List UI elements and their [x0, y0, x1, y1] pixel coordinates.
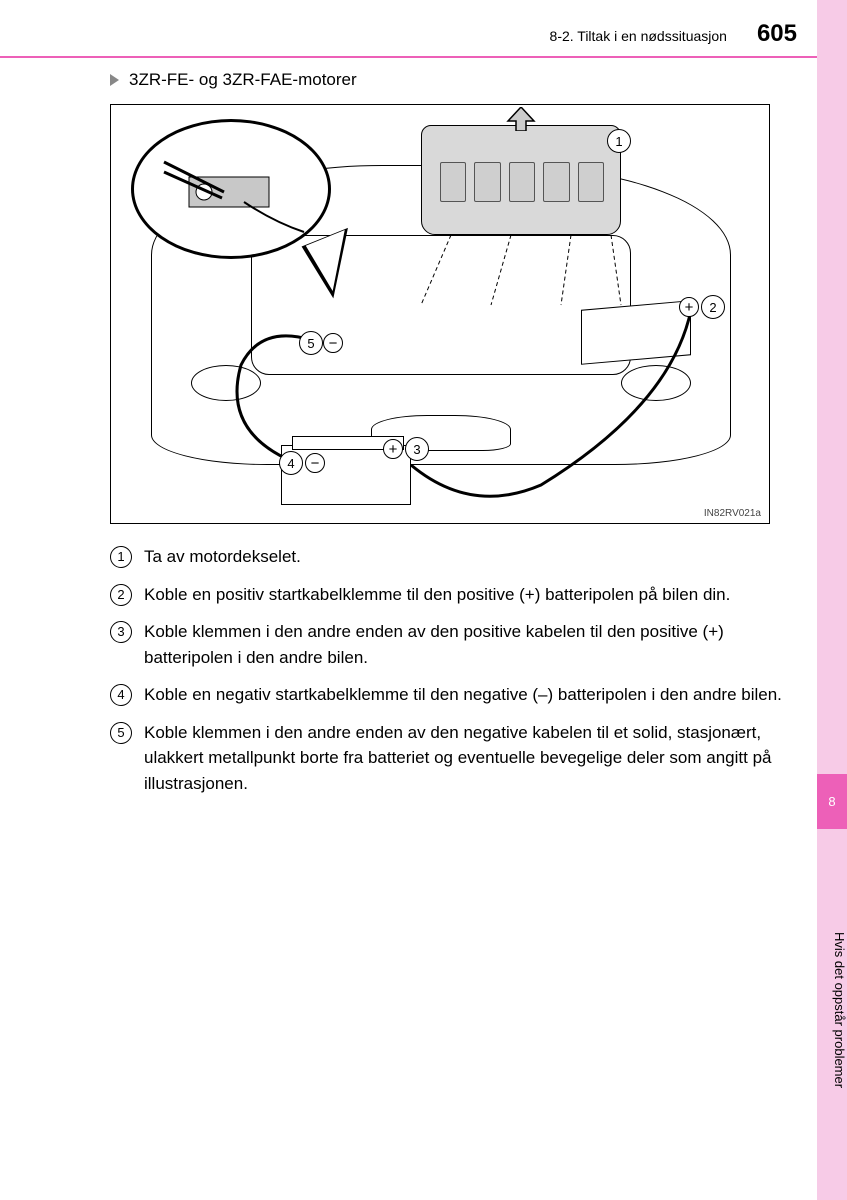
chapter-title-vertical: Hvis det oppstår problemer	[817, 860, 847, 1160]
step-item: 5 Koble klemmen i den andre enden av den…	[110, 720, 790, 797]
content-area: 3ZR-FE- og 3ZR-FAE-motorer	[110, 70, 790, 808]
step-text: Koble klemmen i den andre enden av den n…	[144, 720, 790, 797]
callout-5: 5	[299, 331, 323, 355]
header-rule	[0, 56, 817, 58]
step-text: Ta av motordekselet.	[144, 544, 790, 570]
step-number: 1	[110, 546, 132, 568]
steps-list: 1 Ta av motordekselet. 2 Koble en positi…	[110, 544, 790, 796]
step-item: 3 Koble klemmen i den andre enden av den…	[110, 619, 790, 670]
subtitle-row: 3ZR-FE- og 3ZR-FAE-motorer	[110, 70, 790, 90]
step-item: 4 Koble en negativ startkabelklemme til …	[110, 682, 790, 708]
engine-diagram: 1 2 3 4 5 + + − − IN82RV021a	[110, 104, 770, 524]
triangle-icon	[110, 74, 119, 86]
page-number: 605	[757, 20, 797, 48]
chapter-tab: 8	[817, 774, 847, 829]
page-header: 8-2. Tiltak i en nødssituasjon 605	[0, 20, 817, 50]
step-item: 2 Koble en positiv startkabelklemme til …	[110, 582, 790, 608]
callout-2: 2	[701, 295, 725, 319]
section-label: 8-2. Tiltak i en nødssituasjon	[550, 28, 727, 44]
subtitle-text: 3ZR-FE- og 3ZR-FAE-motorer	[129, 70, 357, 90]
step-number: 3	[110, 621, 132, 643]
step-number: 4	[110, 684, 132, 706]
step-text: Koble klemmen i den andre enden av den p…	[144, 619, 790, 670]
plus-sign-booster: +	[383, 439, 403, 459]
callout-4: 4	[279, 451, 303, 475]
step-text: Koble en positiv startkabelklemme til de…	[144, 582, 790, 608]
minus-sign-ground: −	[323, 333, 343, 353]
step-number: 5	[110, 722, 132, 744]
callout-3: 3	[405, 437, 429, 461]
step-number: 2	[110, 584, 132, 606]
step-text: Koble en negativ startkabelklemme til de…	[144, 682, 790, 708]
step-item: 1 Ta av motordekselet.	[110, 544, 790, 570]
callout-1: 1	[607, 129, 631, 153]
figure-code: IN82RV021a	[704, 508, 761, 519]
jumper-cables	[111, 105, 771, 525]
chapter-number: 8	[828, 794, 835, 809]
plus-sign-vehicle: +	[679, 297, 699, 317]
minus-sign-booster: −	[305, 453, 325, 473]
